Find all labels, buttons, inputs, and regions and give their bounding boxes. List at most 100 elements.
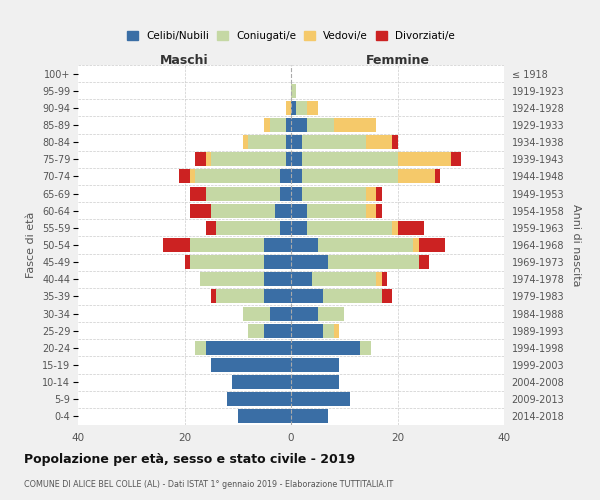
Bar: [291, 375, 339, 389]
Bar: [270, 306, 291, 320]
Bar: [398, 221, 424, 235]
Bar: [323, 290, 382, 304]
Bar: [227, 392, 291, 406]
Bar: [291, 186, 302, 200]
Bar: [296, 101, 307, 115]
Bar: [206, 186, 280, 200]
Bar: [195, 170, 280, 183]
Bar: [313, 272, 376, 286]
Text: Maschi: Maschi: [160, 54, 209, 66]
Bar: [190, 238, 265, 252]
Bar: [206, 152, 211, 166]
Bar: [328, 255, 419, 269]
Bar: [307, 118, 334, 132]
Bar: [382, 272, 387, 286]
Bar: [317, 238, 413, 252]
Bar: [280, 221, 291, 235]
Bar: [206, 221, 217, 235]
Bar: [185, 255, 190, 269]
Bar: [376, 186, 382, 200]
Bar: [302, 135, 365, 149]
Bar: [323, 324, 334, 338]
Text: COMUNE DI ALICE BEL COLLE (AL) - Dati ISTAT 1° gennaio 2019 - Elaborazione TUTTI: COMUNE DI ALICE BEL COLLE (AL) - Dati IS…: [24, 480, 393, 489]
Bar: [286, 135, 291, 149]
Bar: [211, 204, 275, 218]
Bar: [217, 221, 280, 235]
Bar: [307, 221, 392, 235]
Bar: [190, 204, 211, 218]
Bar: [451, 152, 461, 166]
Bar: [317, 306, 344, 320]
Bar: [291, 324, 323, 338]
Bar: [195, 341, 206, 355]
Bar: [291, 290, 323, 304]
Bar: [291, 410, 328, 424]
Bar: [291, 306, 317, 320]
Bar: [291, 204, 307, 218]
Bar: [265, 290, 291, 304]
Bar: [238, 410, 291, 424]
Bar: [190, 170, 195, 183]
Bar: [265, 272, 291, 286]
Bar: [280, 186, 291, 200]
Bar: [398, 170, 435, 183]
Bar: [291, 152, 302, 166]
Bar: [270, 118, 286, 132]
Bar: [392, 135, 398, 149]
Bar: [291, 84, 296, 98]
Bar: [195, 152, 206, 166]
Bar: [291, 341, 360, 355]
Bar: [163, 238, 190, 252]
Bar: [291, 272, 313, 286]
Bar: [286, 118, 291, 132]
Bar: [291, 135, 302, 149]
Y-axis label: Anni di nascita: Anni di nascita: [571, 204, 581, 286]
Bar: [291, 221, 307, 235]
Bar: [206, 341, 291, 355]
Bar: [376, 272, 382, 286]
Text: Femmine: Femmine: [365, 54, 430, 66]
Bar: [435, 170, 440, 183]
Bar: [265, 255, 291, 269]
Bar: [248, 324, 265, 338]
Bar: [265, 118, 270, 132]
Bar: [419, 255, 430, 269]
Bar: [334, 118, 376, 132]
Bar: [291, 238, 317, 252]
Bar: [365, 204, 376, 218]
Bar: [376, 204, 382, 218]
Bar: [291, 101, 296, 115]
Bar: [243, 135, 248, 149]
Bar: [291, 255, 328, 269]
Bar: [398, 152, 451, 166]
Bar: [286, 152, 291, 166]
Text: Popolazione per età, sesso e stato civile - 2019: Popolazione per età, sesso e stato civil…: [24, 452, 355, 466]
Bar: [382, 290, 392, 304]
Bar: [243, 306, 270, 320]
Bar: [307, 204, 365, 218]
Legend: Celibi/Nubili, Coniugati/e, Vedovi/e, Divorziati/e: Celibi/Nubili, Coniugati/e, Vedovi/e, Di…: [123, 27, 459, 46]
Bar: [265, 238, 291, 252]
Bar: [248, 135, 286, 149]
Bar: [275, 204, 291, 218]
Bar: [392, 221, 398, 235]
Bar: [334, 324, 339, 338]
Bar: [291, 170, 302, 183]
Bar: [280, 170, 291, 183]
Y-axis label: Fasce di età: Fasce di età: [26, 212, 37, 278]
Bar: [265, 324, 291, 338]
Bar: [200, 272, 265, 286]
Bar: [302, 152, 398, 166]
Bar: [232, 375, 291, 389]
Bar: [302, 186, 365, 200]
Bar: [190, 255, 265, 269]
Bar: [211, 358, 291, 372]
Bar: [291, 358, 339, 372]
Bar: [365, 135, 392, 149]
Bar: [360, 341, 371, 355]
Bar: [291, 118, 307, 132]
Bar: [179, 170, 190, 183]
Bar: [291, 392, 350, 406]
Bar: [365, 186, 376, 200]
Bar: [286, 101, 291, 115]
